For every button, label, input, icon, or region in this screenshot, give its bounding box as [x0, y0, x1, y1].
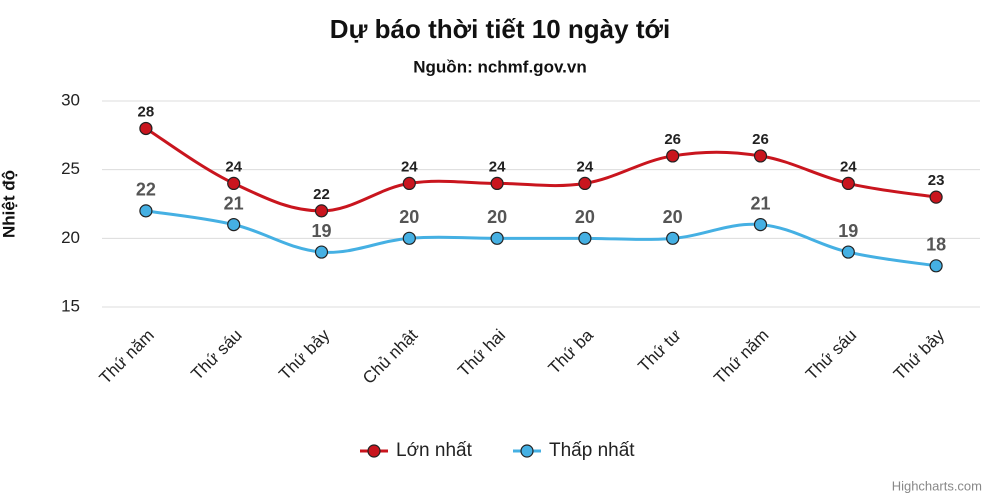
data-label: 24: [577, 158, 594, 175]
data-point: [227, 218, 241, 232]
data-point: [139, 204, 153, 218]
data-label: 23: [928, 172, 945, 189]
data-label: 22: [313, 186, 330, 203]
legend-label: Lớn nhất: [396, 440, 473, 461]
data-point: [490, 176, 504, 190]
x-tick-label: Thứ hai: [454, 326, 509, 381]
data-label: 24: [401, 158, 418, 175]
data-point: [314, 204, 329, 218]
legend-symbol: [367, 444, 381, 458]
data-label: 26: [664, 131, 681, 148]
x-tick-label: Thứ bảy: [890, 325, 949, 384]
x-tick-label: Thứ sáu: [187, 326, 245, 384]
data-point: [578, 231, 592, 245]
y-tick-label: 30: [61, 90, 80, 109]
chart-title: Dự báo thời tiết 10 ngày tới: [330, 14, 670, 44]
data-point: [490, 231, 504, 245]
data-label: 20: [663, 207, 683, 227]
data-point: [578, 176, 592, 190]
data-point: [139, 121, 153, 136]
series-line: [145, 127, 937, 213]
legend-symbol: [520, 444, 534, 458]
x-tick-label: Thứ sáu: [802, 326, 860, 384]
series-line: [145, 209, 937, 268]
data-label: 24: [225, 158, 242, 175]
data-label: 18: [926, 235, 946, 255]
data-label: 24: [489, 158, 506, 175]
data-point: [753, 218, 768, 232]
legend-label: Thấp nhất: [549, 440, 635, 461]
y-axis-title: Nhiệt độ: [0, 170, 18, 238]
data-point: [666, 231, 680, 245]
x-tick-label: Thứ ba: [545, 325, 598, 378]
data-point: [929, 190, 943, 204]
data-point: [841, 176, 855, 190]
data-label: 21: [750, 193, 770, 213]
data-label: 20: [399, 207, 419, 227]
data-label: 19: [838, 221, 858, 241]
data-label: 20: [487, 207, 507, 227]
data-point: [666, 149, 680, 163]
data-point: [402, 176, 416, 190]
data-point: [929, 259, 943, 273]
x-tick-label: Chủ nhật: [359, 325, 421, 387]
data-label: 21: [224, 193, 244, 213]
x-tick-label: Thứ năm: [710, 326, 772, 388]
data-point: [753, 149, 768, 163]
data-point: [227, 176, 241, 190]
y-tick-label: 15: [61, 296, 80, 315]
x-tick-label: Thứ năm: [96, 326, 158, 388]
data-point: [402, 231, 416, 245]
data-label: 24: [840, 158, 857, 175]
data-point: [841, 245, 855, 259]
x-tick-label: Thứ bảy: [275, 325, 334, 384]
data-label: 26: [752, 131, 769, 148]
credits: Highcharts.com: [892, 478, 982, 493]
y-tick-label: 20: [61, 228, 80, 247]
y-tick-label: 25: [61, 159, 80, 178]
data-label: 28: [138, 103, 155, 120]
chart-subtitle: Nguồn: nchmf.gov.vn: [413, 57, 586, 76]
x-tick-label: Thứ tư: [634, 326, 684, 376]
data-label: 19: [311, 221, 331, 241]
data-point: [314, 245, 329, 259]
data-label: 22: [136, 180, 156, 200]
data-label: 20: [575, 207, 595, 227]
